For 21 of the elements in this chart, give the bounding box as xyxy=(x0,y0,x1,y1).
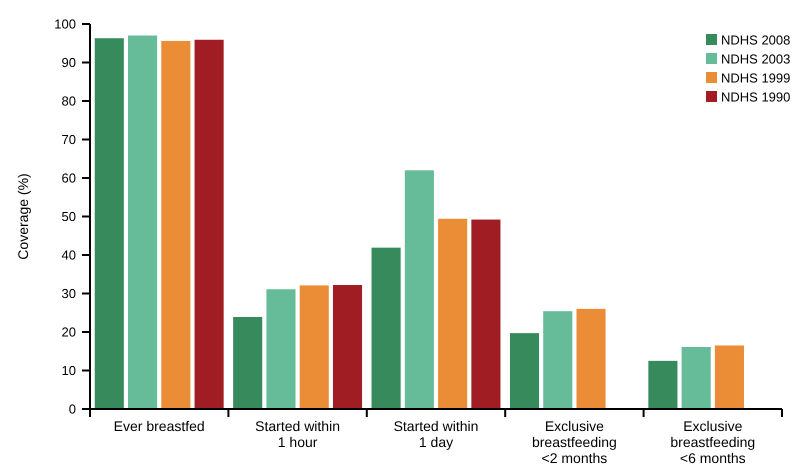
y-tick-label: 80 xyxy=(62,94,76,109)
y-tick-label: 70 xyxy=(62,132,76,148)
y-tick-label: 30 xyxy=(62,286,76,302)
x-tick-label: Exclusive breastfeeding <2 months xyxy=(532,418,617,466)
x-tick-label: Exclusive breastfeeding <6 months xyxy=(670,418,756,466)
y-tick-label: 90 xyxy=(62,55,76,70)
y-tick-label: 50 xyxy=(62,209,76,224)
x-tick-label: Started within 1 hour xyxy=(255,418,340,450)
y-axis-title: Coverage (%) xyxy=(15,173,31,260)
y-tick-label: 20 xyxy=(62,324,76,340)
x-tick-label: Ever breastfed xyxy=(114,418,205,434)
y-tick-label: 0 xyxy=(68,402,76,417)
y-tick-label: 10 xyxy=(62,363,76,378)
legend-label: NDHS 2008 xyxy=(721,32,790,48)
x-tick-label: Started within 1 day xyxy=(394,418,478,450)
y-tick-label: 40 xyxy=(62,248,76,263)
legend-label: NDHS 2003 xyxy=(721,52,790,67)
y-tick-label: 100 xyxy=(54,16,76,32)
legend-label: NDHS 1999 xyxy=(721,70,790,86)
y-tick-label: 60 xyxy=(62,170,76,186)
legend-label: NDHS 1990 xyxy=(721,90,790,105)
